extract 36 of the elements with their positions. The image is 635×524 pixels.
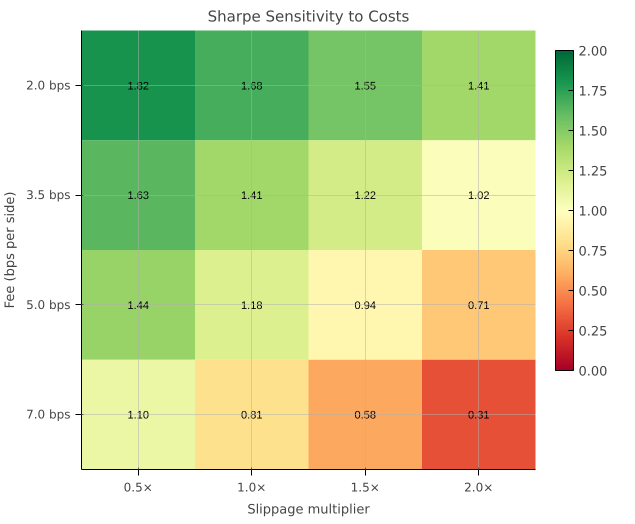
x-tick-label: 1.0×: [237, 480, 266, 494]
data-label: 0.31: [468, 410, 490, 422]
color-bar-label: 1.00: [578, 204, 608, 220]
data-label: 1.68: [241, 80, 262, 92]
y-tick-label: 7.0 bps: [26, 408, 71, 422]
x-tick-label: 0.5×: [124, 480, 153, 494]
x-tick-label: 1.5×: [350, 480, 380, 494]
data-label: 1.18: [241, 300, 262, 312]
y-tick-label: 5.0 bps: [26, 298, 71, 312]
data-label: 1.63: [128, 190, 149, 202]
data-label: 0.58: [354, 410, 376, 422]
color-bar-label: 2.00: [578, 44, 608, 60]
data-label: 1.41: [241, 190, 262, 202]
color-bar-label: 1.25: [578, 164, 608, 180]
y-tick-label: 3.5 bps: [26, 188, 71, 202]
data-label: 0.81: [241, 410, 262, 422]
color-bar-label: 0.50: [578, 284, 608, 300]
chart-title: Sharpe Sensitivity to Costs: [208, 8, 410, 26]
color-bar-label: 0.00: [578, 364, 608, 380]
data-label: 1.82: [128, 80, 149, 92]
data-label: 0.94: [354, 300, 376, 312]
x-axis-title: Slippage multiplier: [247, 502, 370, 518]
color-bar-label: 1.50: [578, 124, 608, 140]
data-label: 1.44: [128, 300, 149, 312]
color-bar-label: 0.75: [578, 244, 608, 260]
data-label: 1.41: [468, 80, 490, 92]
y-axis-title: Fee (bps per side): [3, 192, 18, 308]
data-label: 0.71: [468, 300, 490, 312]
color-bar-label: 0.25: [578, 324, 608, 340]
data-label: 1.10: [128, 410, 149, 422]
data-label: 1.02: [468, 190, 490, 202]
x-tick-label: 2.0×: [464, 480, 494, 494]
color-bar-label: 1.75: [578, 84, 608, 100]
data-label: 1.22: [354, 190, 376, 202]
y-tick-label: 2.0 bps: [26, 78, 71, 92]
data-label: 1.55: [354, 80, 376, 92]
